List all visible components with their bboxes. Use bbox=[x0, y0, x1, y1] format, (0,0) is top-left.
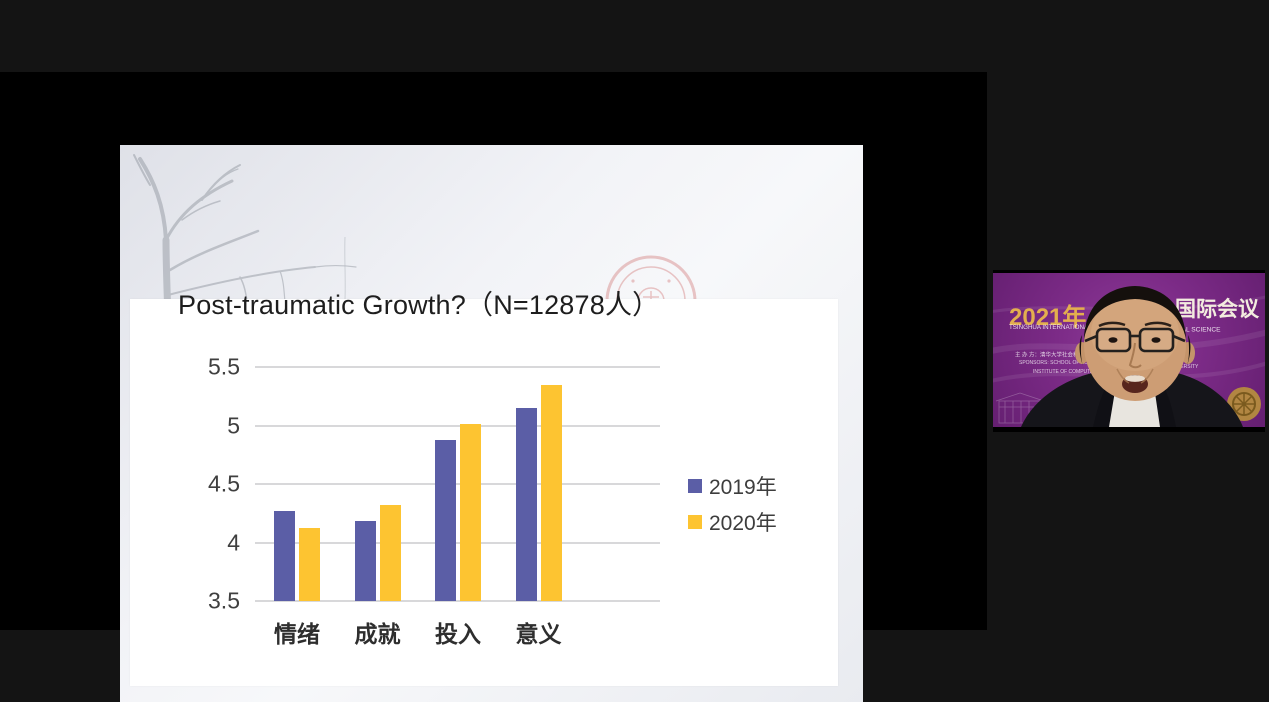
y-axis-tick-label: 4.5 bbox=[208, 470, 240, 497]
bar-series1-cat2 bbox=[460, 424, 481, 601]
banner-title-right: 国际会议 bbox=[1175, 298, 1259, 321]
chart-gridline bbox=[255, 541, 660, 544]
y-axis-tick-label: 5.5 bbox=[208, 353, 240, 380]
y-axis-tick-label: 5 bbox=[227, 412, 240, 438]
bar-series0-cat1 bbox=[354, 521, 376, 601]
bar-series1-cat3 bbox=[540, 384, 562, 601]
speaker-avatar bbox=[1021, 286, 1243, 427]
x-axis-label: 意义 bbox=[515, 621, 562, 647]
legend-swatch-icon bbox=[688, 515, 702, 529]
presentation-slide: Post-traumatic Growth?（N=12878人） 3.5 4 4.5… bbox=[120, 145, 863, 702]
bar-series0-cat3 bbox=[515, 407, 537, 601]
legend-swatch-icon bbox=[688, 479, 702, 493]
x-axis-label: 投入 bbox=[435, 621, 481, 647]
chart-gridline bbox=[255, 366, 660, 368]
banner-fragment-right: NIVERSITY bbox=[1172, 364, 1199, 370]
bar-series0-cat0 bbox=[274, 510, 295, 601]
banner-sponsor-line-1: 主 办 方：清华大学社会科学学院 bbox=[1015, 352, 1096, 359]
legend-item-1: 2020年 bbox=[688, 507, 777, 537]
banner-sponsor-line-2: SPONSORS: SCHOOL OF SOCIAL SC bbox=[1019, 360, 1108, 366]
chart-panel: 3.5 4 4.5 5 5.5 情绪 成就 投入 意义 2019年 2020年 bbox=[130, 299, 838, 686]
legend-item-0: 2019年 bbox=[688, 471, 777, 501]
gold-emblem-icon bbox=[1227, 387, 1261, 421]
legend-label: 2019年 bbox=[709, 476, 777, 499]
banner-sponsor-line-3: INSTITUTE OF COMPUTA bbox=[1033, 369, 1094, 375]
banner-subtitle-left: TSINGHUA INTERNATIONAL bbox=[1009, 324, 1092, 331]
legend-label: 2020年 bbox=[709, 512, 777, 535]
bar-series1-cat0 bbox=[299, 528, 320, 601]
bar-series0-cat2 bbox=[435, 439, 456, 601]
x-axis-label: 成就 bbox=[354, 621, 401, 647]
x-axis-label: 情绪 bbox=[274, 621, 320, 647]
video-thumbnail[interactable]: 2021年 国际会议 TSINGHUA INTERNATIONAL TIONAL… bbox=[993, 270, 1265, 432]
video-frame: 2021年 国际会议 TSINGHUA INTERNATIONAL TIONAL… bbox=[993, 273, 1265, 427]
chart-gridline bbox=[255, 600, 660, 602]
slide-title: Post-traumatic Growth?（N=12878人） bbox=[178, 290, 660, 320]
y-axis-tick-label: 4 bbox=[227, 529, 240, 555]
banner-title-left: 2021年 bbox=[1009, 304, 1087, 331]
chart-gridline bbox=[255, 424, 660, 427]
bar-series1-cat1 bbox=[379, 505, 401, 601]
chart-gridline bbox=[255, 483, 660, 485]
y-axis-tick-label: 3.5 bbox=[208, 587, 240, 614]
screen-share-area: Post-traumatic Growth?（N=12878人） 3.5 4 4.5… bbox=[0, 72, 987, 702]
